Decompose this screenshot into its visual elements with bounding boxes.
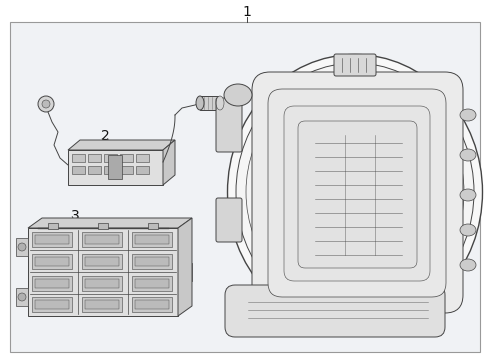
Bar (132, 254, 172, 269)
Bar (200, 96, 220, 110)
Polygon shape (163, 140, 175, 185)
Circle shape (18, 243, 26, 251)
Bar (108, 155, 122, 179)
Bar (136, 154, 149, 162)
Bar (35, 279, 69, 288)
Text: 2: 2 (100, 129, 109, 143)
Polygon shape (28, 218, 192, 228)
Bar (82, 297, 122, 312)
FancyBboxPatch shape (284, 106, 430, 281)
Bar (32, 254, 72, 269)
Bar (85, 279, 119, 288)
Bar (16, 238, 28, 256)
Bar (32, 297, 72, 312)
Bar (104, 154, 117, 162)
Circle shape (38, 96, 54, 112)
Bar (132, 276, 172, 291)
FancyBboxPatch shape (298, 121, 417, 268)
Bar (88, 166, 101, 174)
Bar (135, 257, 169, 266)
Bar (136, 166, 149, 174)
Ellipse shape (460, 149, 476, 161)
Bar (135, 300, 169, 309)
Bar (48, 223, 58, 229)
Bar (178, 263, 192, 281)
Bar (16, 288, 28, 306)
Polygon shape (178, 218, 192, 316)
Text: 3: 3 (71, 209, 79, 223)
Ellipse shape (258, 86, 452, 298)
Bar (120, 166, 133, 174)
Ellipse shape (460, 109, 476, 121)
Ellipse shape (246, 74, 464, 310)
Bar (68, 150, 163, 185)
Bar (82, 276, 122, 291)
Bar (85, 235, 119, 244)
Bar (72, 154, 85, 162)
Bar (35, 300, 69, 309)
Circle shape (18, 293, 26, 301)
Bar (85, 300, 119, 309)
Bar (132, 297, 172, 312)
Bar (35, 257, 69, 266)
Bar (32, 276, 72, 291)
Polygon shape (68, 140, 175, 150)
Ellipse shape (227, 54, 483, 329)
Bar (98, 223, 108, 229)
FancyBboxPatch shape (252, 72, 463, 313)
Ellipse shape (460, 189, 476, 201)
Bar (132, 232, 172, 247)
Bar (148, 223, 158, 229)
Bar (82, 254, 122, 269)
Bar (72, 166, 85, 174)
FancyBboxPatch shape (216, 198, 242, 242)
Bar (32, 232, 72, 247)
Bar (28, 228, 178, 316)
Bar (120, 154, 133, 162)
FancyBboxPatch shape (334, 54, 376, 76)
Ellipse shape (460, 224, 476, 236)
Ellipse shape (196, 96, 204, 110)
FancyBboxPatch shape (225, 285, 445, 337)
FancyBboxPatch shape (216, 98, 242, 152)
Bar (135, 279, 169, 288)
Bar (88, 154, 101, 162)
Bar (82, 232, 122, 247)
Circle shape (42, 100, 50, 108)
Bar (85, 257, 119, 266)
Text: 1: 1 (243, 5, 251, 19)
Ellipse shape (224, 84, 252, 106)
FancyBboxPatch shape (268, 89, 446, 297)
Bar (104, 166, 117, 174)
Ellipse shape (216, 96, 224, 110)
Ellipse shape (236, 63, 474, 321)
Ellipse shape (460, 259, 476, 271)
Bar (35, 235, 69, 244)
Bar (135, 235, 169, 244)
